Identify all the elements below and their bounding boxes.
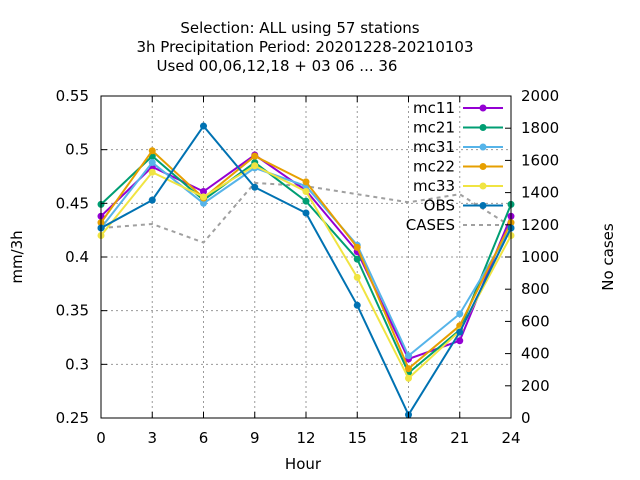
legend-label-obs: OBS	[424, 197, 455, 215]
x-tick-label: 0	[96, 429, 106, 447]
legend-marker-mc11	[479, 104, 487, 112]
data-point-mc31	[200, 199, 207, 207]
y-tick-label: 0.4	[65, 248, 89, 266]
x-tick-label: 6	[199, 429, 209, 447]
data-point-mc22	[302, 178, 310, 186]
y2-tick-label: 800	[521, 280, 550, 298]
legend-label-mc21: mc21	[413, 119, 455, 137]
x-axis-ticks: 0 3 6 9 12 15 18 21 24	[96, 96, 521, 447]
data-point-mc31	[405, 352, 412, 360]
legend-label-mc31: mc31	[413, 138, 455, 156]
y2-tick-label: 1800	[521, 119, 559, 137]
y-axis-ticks: 0.25 0.3 0.35 0.4 0.45 0.5 0.55	[56, 87, 107, 427]
legend-label-mc11: mc11	[413, 99, 455, 117]
data-point-mc11	[456, 337, 464, 345]
y-tick-label: 0.3	[65, 355, 89, 373]
data-point-mc31	[148, 159, 156, 167]
data-point-obs	[353, 301, 361, 309]
y2-tick-label: 1400	[521, 184, 559, 202]
title-line-1: Selection: ALL using 57 stations	[180, 19, 419, 37]
data-point-mc11	[200, 188, 207, 196]
title-line-2: 3h Precipitation Period: 20201228-202101…	[136, 38, 473, 56]
y2-tick-label: 0	[521, 409, 531, 427]
x-tick-label: 15	[348, 429, 367, 447]
x-tick-label: 24	[501, 429, 520, 447]
y2-tick-label: 600	[521, 312, 550, 330]
y2-tick-label: 200	[521, 377, 550, 395]
data-point-obs	[302, 209, 310, 217]
data-point-mc33	[302, 188, 310, 196]
data-point-mc33	[148, 168, 156, 176]
data-point-mc33	[405, 374, 412, 382]
x-tick-label: 9	[250, 429, 260, 447]
legend-label-cases: CASES	[406, 216, 455, 234]
y-tick-label: 0.25	[56, 409, 89, 427]
legend-marker-mc31	[479, 143, 487, 151]
chart-title: Selection: ALL using 57 stations 3h Prec…	[136, 19, 473, 75]
x-tick-label: 3	[147, 429, 157, 447]
legend-marker-mc21	[479, 124, 487, 131]
y-tick-label: 0.5	[65, 141, 89, 159]
y-axis-label: mm/3h	[8, 230, 26, 283]
data-point-mc33	[251, 162, 259, 170]
y2-tick-label: 2000	[521, 87, 559, 105]
legend-label-mc33: mc33	[413, 177, 455, 195]
legend-marker-obs	[479, 202, 487, 209]
data-point-obs	[148, 196, 156, 204]
data-point-mc33	[353, 273, 361, 281]
x-tick-label: 12	[296, 429, 315, 447]
series-group	[97, 122, 515, 419]
data-point-mc31	[456, 310, 464, 318]
x-axis-label: Hour	[285, 455, 322, 473]
y-tick-label: 0.45	[56, 194, 89, 212]
data-point-mc21	[302, 197, 310, 205]
data-point-obs	[200, 122, 207, 130]
y2-tick-label: 1000	[521, 248, 559, 266]
legend-label-mc22: mc22	[413, 158, 455, 176]
title-line-3: Used 00,06,12,18 + 03 06 ... 36	[157, 57, 398, 75]
y-tick-label: 0.55	[56, 87, 89, 105]
y-tick-label: 0.35	[56, 302, 89, 320]
data-point-obs	[456, 328, 464, 336]
y2-tick-label: 1200	[521, 216, 559, 234]
x-tick-label: 18	[399, 429, 418, 447]
data-point-mc21	[353, 255, 361, 263]
data-point-mc22	[353, 243, 361, 251]
legend-marker-mc33	[479, 182, 487, 190]
series-mc21	[97, 152, 515, 377]
legend-marker-mc22	[479, 163, 487, 170]
y2-tick-label: 400	[521, 345, 550, 363]
data-point-mc22	[251, 152, 259, 160]
data-point-mc22	[148, 147, 156, 155]
y2-tick-label: 1600	[521, 151, 559, 169]
data-point-mc22	[405, 365, 412, 373]
x-tick-label: 21	[450, 429, 469, 447]
y2-axis-ticks: 0 200 400 600 800 1000 1200 1400 1600 1800 2000	[505, 87, 559, 427]
data-point-obs	[251, 183, 259, 191]
y2-axis-label: No cases	[599, 223, 617, 291]
data-point-mc33	[200, 193, 207, 201]
